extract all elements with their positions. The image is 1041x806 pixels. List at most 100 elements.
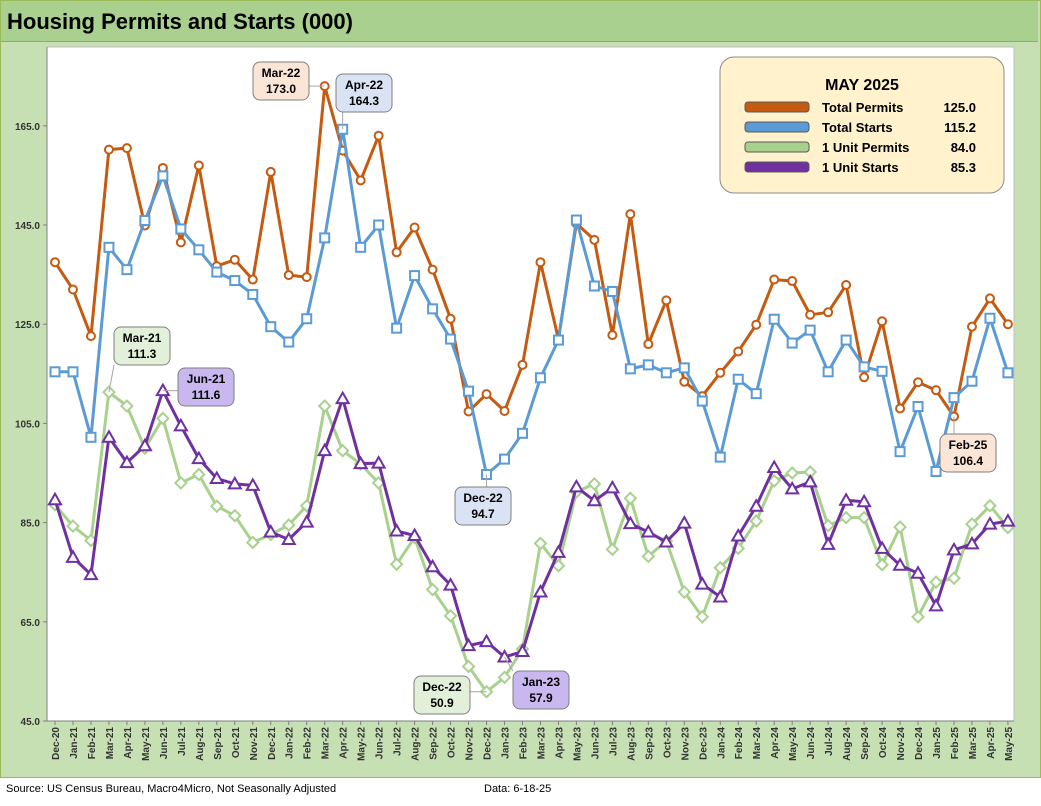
data-point — [552, 334, 564, 346]
data-point — [946, 541, 962, 556]
data-point — [623, 491, 638, 506]
y-tick-label: 165.0 — [15, 122, 40, 133]
data-point — [893, 520, 907, 534]
x-tick-label: Jan-23 — [501, 727, 512, 759]
data-point — [550, 544, 567, 558]
data-point — [49, 366, 61, 378]
x-tick-label: Jun-21 — [159, 727, 170, 760]
data-point — [821, 518, 836, 533]
data-point — [373, 130, 384, 141]
data-point — [589, 234, 600, 245]
data-point — [355, 175, 366, 186]
x-tick-label: Jun-24 — [806, 727, 817, 760]
data-point — [748, 498, 764, 512]
x-tick-label: May-22 — [357, 727, 368, 761]
data-point — [47, 491, 63, 506]
callout-value: 164.3 — [349, 94, 379, 108]
data-point — [838, 492, 854, 506]
data-point — [137, 437, 153, 452]
data-point — [732, 373, 744, 385]
callout-unit-permits-dec-22: Dec-22 50.9 — [413, 675, 487, 715]
data-point — [712, 588, 728, 603]
callout-total-starts-apr-22: Apr-22 164.3 — [335, 73, 393, 130]
data-point — [768, 313, 780, 325]
x-tick-label: Aug-22 — [411, 727, 422, 761]
data-point — [695, 609, 710, 624]
data-point — [876, 365, 888, 377]
x-tick-label: Oct-22 — [447, 727, 458, 759]
legend-swatch-unit-permits — [744, 141, 810, 153]
x-tick-label: Nov-23 — [680, 727, 691, 761]
callout-box — [113, 326, 171, 366]
data-point — [823, 307, 834, 318]
data-point — [605, 542, 620, 557]
data-point — [856, 493, 872, 508]
x-tick-label: Oct-23 — [662, 727, 673, 759]
x-tick-label: Feb-24 — [734, 727, 745, 760]
data-point — [389, 557, 404, 572]
data-point — [874, 540, 890, 554]
data-point — [247, 288, 259, 300]
callout-value: 94.7 — [471, 507, 495, 521]
footer-date: Data: 6-18-25 — [484, 783, 552, 795]
data-point — [624, 363, 636, 375]
data-point — [696, 395, 708, 407]
data-point — [460, 637, 477, 652]
data-point — [713, 560, 728, 575]
data-point — [425, 582, 440, 597]
data-point — [391, 247, 402, 258]
data-point — [516, 427, 528, 439]
data-point — [805, 309, 816, 320]
data-point — [461, 659, 476, 674]
x-tick-label: Feb-21 — [87, 727, 98, 760]
y-tick-label: 145.0 — [15, 221, 40, 232]
data-point — [373, 219, 385, 231]
x-tick-label: Apr-23 — [554, 727, 565, 759]
data-point — [173, 476, 188, 490]
data-point — [67, 284, 78, 295]
data-point — [640, 524, 657, 538]
data-point — [568, 478, 585, 493]
y-tick-label: 45.0 — [21, 717, 41, 728]
data-point — [245, 477, 261, 491]
data-point — [822, 366, 834, 378]
data-point — [606, 285, 618, 297]
data-point — [660, 367, 672, 379]
data-point — [101, 429, 117, 443]
legend-value: 115.2 — [944, 120, 976, 135]
callout-value: 111.3 — [128, 347, 157, 361]
callout-value: 106.4 — [953, 454, 983, 468]
y-tick-label: 125.0 — [15, 320, 40, 331]
data-point — [911, 609, 925, 624]
data-point — [409, 222, 420, 233]
callout-box — [177, 367, 235, 407]
legend-swatch-unit-starts — [744, 161, 810, 173]
data-point — [83, 566, 99, 581]
callout-month: Jun-21 — [187, 372, 226, 386]
callout-month: Mar-22 — [262, 66, 301, 80]
data-point — [930, 466, 942, 478]
series-line — [53, 84, 1010, 418]
data-point — [841, 280, 852, 291]
data-point — [677, 585, 692, 599]
callout-unit-permits-mar-21: Mar-21 111.3 — [108, 326, 171, 393]
x-tick-label: Aug-23 — [626, 727, 637, 761]
data-point — [1000, 513, 1016, 527]
y-tick-label: 65.0 — [21, 618, 41, 629]
x-tick-label: May-23 — [572, 727, 583, 761]
x-tick-label: Aug-24 — [842, 727, 853, 761]
data-point — [982, 516, 998, 530]
callout-month: Dec-22 — [463, 491, 503, 505]
callout-unit-starts-jan-23: Jan-23 57.9 — [504, 656, 570, 710]
data-point — [334, 390, 351, 405]
data-point — [301, 272, 312, 283]
data-point — [463, 385, 475, 397]
data-point — [588, 280, 600, 292]
data-point — [643, 339, 654, 350]
x-tick-label: May-25 — [1004, 727, 1015, 761]
callout-month: Feb-25 — [949, 438, 988, 452]
data-point — [641, 549, 656, 564]
callout-value: 111.6 — [192, 388, 221, 402]
data-point — [984, 293, 995, 304]
data-point — [802, 473, 818, 488]
